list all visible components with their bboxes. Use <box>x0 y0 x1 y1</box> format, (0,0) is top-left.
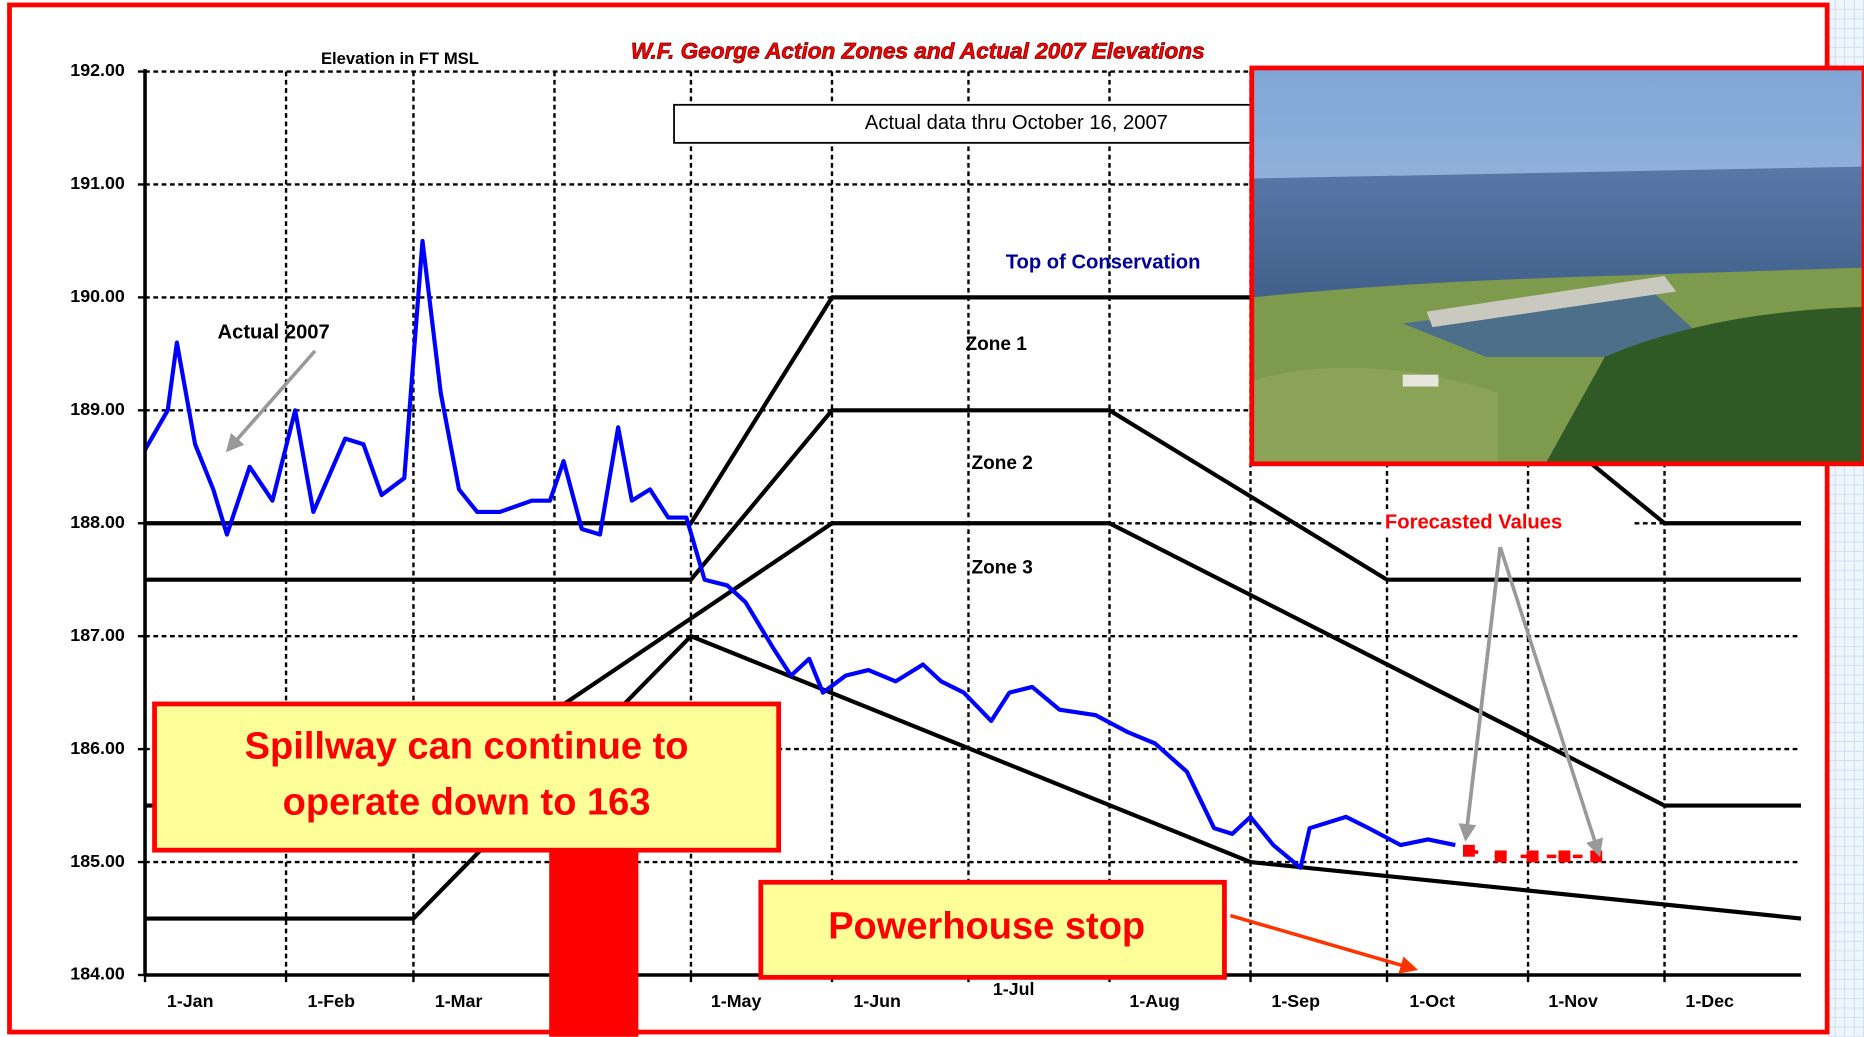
series-line <box>143 238 1456 870</box>
callout-box <box>152 701 782 853</box>
arrow <box>1458 546 1503 842</box>
x-tick-label: 1-Oct <box>1409 991 1455 1011</box>
marker <box>1462 844 1475 857</box>
callout-text: Powerhouse stop <box>828 906 1145 948</box>
red-bar <box>549 850 639 1037</box>
x-tick-label: 1-Dec <box>1685 991 1734 1011</box>
series-label: Forecasted Values <box>1385 512 1562 534</box>
zone-line <box>145 634 1802 921</box>
x-tick-label: 1-Aug <box>1129 991 1180 1011</box>
marker <box>1590 850 1603 863</box>
marker <box>1494 850 1507 863</box>
y-tick-label: 185.00 <box>70 851 125 871</box>
zone-line <box>145 408 1801 582</box>
y-tick-label: 190.00 <box>70 286 125 306</box>
info-text: Actual data thru October 16, 2007 <box>865 112 1168 134</box>
zone-label: Zone 3 <box>971 557 1032 578</box>
x-tick-label: 1-May <box>711 991 762 1011</box>
callout-text: Spillway can continue to operate down to… <box>244 724 689 823</box>
photo <box>1249 65 1864 467</box>
zone-label: Zone 1 <box>966 334 1028 355</box>
label-bg <box>1381 508 1631 538</box>
y-tick-label: 186.00 <box>70 738 125 758</box>
info-box <box>673 103 1256 144</box>
series-label: Actual 2007 <box>218 321 330 343</box>
y-tick-label: 187.00 <box>70 625 125 645</box>
y-tick-label: 189.00 <box>70 399 125 419</box>
y-tick-label: 184.00 <box>70 964 125 984</box>
series-line <box>1468 849 1597 859</box>
marker <box>1526 850 1539 863</box>
y-tick-label: 188.00 <box>70 512 125 532</box>
callout-box <box>758 879 1227 980</box>
y-axis-label: Elevation in FT MSL <box>321 49 479 68</box>
marker <box>1558 850 1571 863</box>
series-label: Top of Conservation <box>1006 251 1201 273</box>
x-tick-label: 1-Jul <box>993 979 1035 999</box>
x-tick-label: 1-Feb <box>307 991 355 1011</box>
y-tick-label: 192.00 <box>70 60 125 80</box>
x-tick-label: 1-Sep <box>1271 991 1320 1011</box>
callout: Spillway can continue to operate down to… <box>244 724 689 823</box>
x-tick-label: 1-Jun <box>853 991 901 1011</box>
zone-label: Zone 2 <box>971 453 1032 474</box>
x-tick-label: 1-Jan <box>167 991 214 1011</box>
chart-title: W.F. George Action Zones and Actual 2007… <box>631 38 1205 63</box>
x-tick-label: 1-Nov <box>1548 991 1598 1011</box>
x-tick-label: 1-Mar <box>435 991 483 1011</box>
arrow <box>1229 913 1419 974</box>
y-tick-label: 191.00 <box>70 173 125 193</box>
arrow <box>225 349 317 453</box>
